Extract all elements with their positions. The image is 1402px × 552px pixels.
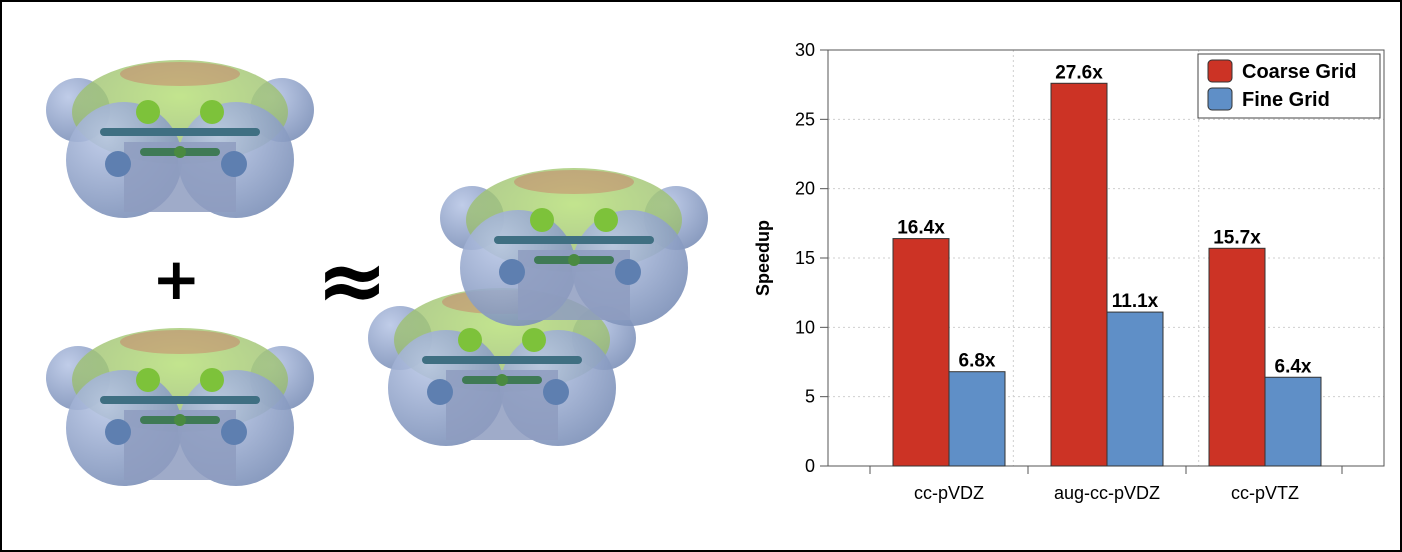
benzene-space-filling-model-icon <box>46 328 314 486</box>
bar-coarse-grid-cc-pvdz <box>892 238 950 467</box>
y-tick-label: 25 <box>795 109 815 129</box>
y-tick-label: 30 <box>795 40 815 60</box>
legend-entry: Coarse Grid <box>1242 61 1356 83</box>
y-axis-label: Speedup <box>753 220 773 296</box>
plus-symbol: + <box>152 245 201 313</box>
bar-coarse-grid-cc-pvtz <box>1208 247 1266 467</box>
y-tick-label: 15 <box>795 248 815 268</box>
y-tick-label: 5 <box>805 387 815 407</box>
bar-fine-grid-cc-pvdz <box>948 371 1006 467</box>
legend-swatch <box>1207 87 1233 111</box>
legend-entry: Fine Grid <box>1242 89 1330 111</box>
x-category-label: aug-cc-pVDZ <box>1054 483 1160 503</box>
y-tick-label: 0 <box>805 456 815 476</box>
data-label: 27.6x <box>1055 62 1103 83</box>
approx-symbol: ≈ <box>316 231 389 331</box>
bar-coarse-grid-aug-cc-pvdz <box>1050 82 1108 467</box>
bar-fine-grid-cc-pvtz <box>1264 376 1322 467</box>
x-category-label: cc-pVDZ <box>914 483 984 503</box>
data-label: 11.1x <box>1112 291 1159 312</box>
chart-legend: Coarse Grid Fine Grid <box>1197 53 1381 119</box>
data-label: 6.8x <box>959 351 996 372</box>
chart-gridlines <box>828 50 1384 466</box>
data-label: 6.4x <box>1275 356 1312 377</box>
bar-fine-grid-aug-cc-pvdz <box>1106 311 1164 467</box>
data-label: 15.7x <box>1213 227 1261 248</box>
legend-swatch <box>1207 59 1233 83</box>
data-label: 16.4x <box>897 218 945 239</box>
y-tick-label: 20 <box>795 179 815 199</box>
benzene-dimer <box>366 160 711 450</box>
benzene-molecule-bottom <box>44 320 316 495</box>
benzene-space-filling-model-icon <box>368 288 636 446</box>
benzene-space-filling-model-icon <box>46 60 314 218</box>
benzene-molecule-top <box>44 52 316 227</box>
x-category-label: cc-pVTZ <box>1231 483 1299 503</box>
y-tick-label: 10 <box>795 317 815 337</box>
benzene-space-filling-model-icon <box>440 168 708 326</box>
